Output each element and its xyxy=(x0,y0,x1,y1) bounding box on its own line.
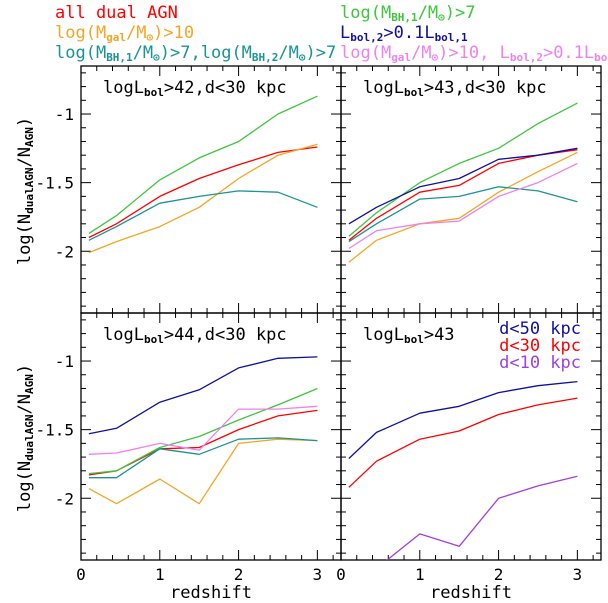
series-line-3 xyxy=(348,186,578,243)
panel-frame xyxy=(340,312,602,561)
series-line-2 xyxy=(348,151,578,263)
y-axis-label-bottom: log(NdualAGN/NAGN) xyxy=(15,364,36,512)
y-tick-label: -2 xyxy=(55,489,74,508)
panel-frame xyxy=(80,312,342,561)
y-axis-label-top: log(NdualAGN/NAGN) xyxy=(15,117,36,265)
legend-entry-3: log(MBH,1/M⊙)>7,log(MBH,2/M⊙)>7 xyxy=(55,43,336,64)
x-tick-label: 2 xyxy=(494,565,504,584)
series-line-3 xyxy=(386,475,578,560)
series-line-3 xyxy=(88,190,318,241)
series-line-5 xyxy=(348,147,578,225)
y-tick-label: -1 xyxy=(55,352,74,371)
series-line-5 xyxy=(88,356,318,435)
x-tick-label: 0 xyxy=(76,565,86,584)
panel-legend-entry: d<50 kpc xyxy=(499,319,581,339)
y-tick-label: -1 xyxy=(55,105,74,124)
series-line-2 xyxy=(88,143,318,254)
x-tick-label: 2 xyxy=(234,565,244,584)
panel-title: logLbol>44,d<30 kpc xyxy=(103,325,287,346)
series-line-2 xyxy=(88,438,318,505)
panel-title: logLbol>43,d<30 kpc xyxy=(363,78,547,99)
x-tick-label: 1 xyxy=(415,565,425,584)
legend-entry-4: log(MBH,1/M⊙)>7 xyxy=(340,3,476,24)
x-axis-label-left: redshift xyxy=(170,583,252,603)
x-tick-label: 0 xyxy=(336,565,346,584)
x-tick-label: 3 xyxy=(573,565,583,584)
y-tick-label: -2 xyxy=(55,242,74,261)
panels: -1 -1.5 -2 logLbol>42,d<30 kpc logLbol>43,d<… xyxy=(35,65,602,584)
y-tick-label: -1.5 xyxy=(35,421,74,440)
panel-title: logLbol>42,d<30 kpc xyxy=(103,78,287,99)
series-line-4 xyxy=(88,95,318,234)
series-line-6 xyxy=(88,405,318,455)
x-axis-label-right: redshift xyxy=(430,583,512,603)
series-line-2 xyxy=(348,397,578,488)
x-tick-label: 1 xyxy=(155,565,165,584)
series-line-1 xyxy=(348,380,578,459)
series-line-4 xyxy=(348,102,578,237)
series-line-1 xyxy=(88,409,318,476)
panel-top-left: -1 -1.5 -2 logLbol>42,d<30 kpc xyxy=(35,65,342,314)
panel-legend-entry: d<30 kpc xyxy=(499,336,581,356)
figure-legend: all dual AGNlog(Mgal/M⊙)>10log(MBH,1/M⊙)… xyxy=(55,3,608,64)
panel-top-right: logLbol>43,d<30 kpc xyxy=(340,65,602,314)
series-line-4 xyxy=(88,387,318,475)
legend-entry-6: log(Mgal/M⊙)>10, Lbol,2>0.1Lbol,1 xyxy=(340,43,608,64)
legend-entry-2: log(Mgal/M⊙)>10 xyxy=(55,23,194,44)
series-line-6 xyxy=(348,162,578,250)
panel-title: logLbol>43 xyxy=(363,325,455,346)
series-line-3 xyxy=(88,437,318,479)
x-tick-label: 3 xyxy=(313,565,323,584)
panel-legend-entry: d<10 kpc xyxy=(499,353,581,373)
legend-entry-5: Lbol,2>0.1Lbol,1 xyxy=(340,23,468,44)
panel-bottom-left: 0 1 2 3 -1 -1.5 -2 logLbol>44,d<30 kpc xyxy=(35,312,342,584)
legend-entry-1: all dual AGN xyxy=(55,3,178,23)
y-tick-label: -1.5 xyxy=(35,174,74,193)
series-line-1 xyxy=(88,146,318,239)
panel-frame xyxy=(340,65,602,314)
